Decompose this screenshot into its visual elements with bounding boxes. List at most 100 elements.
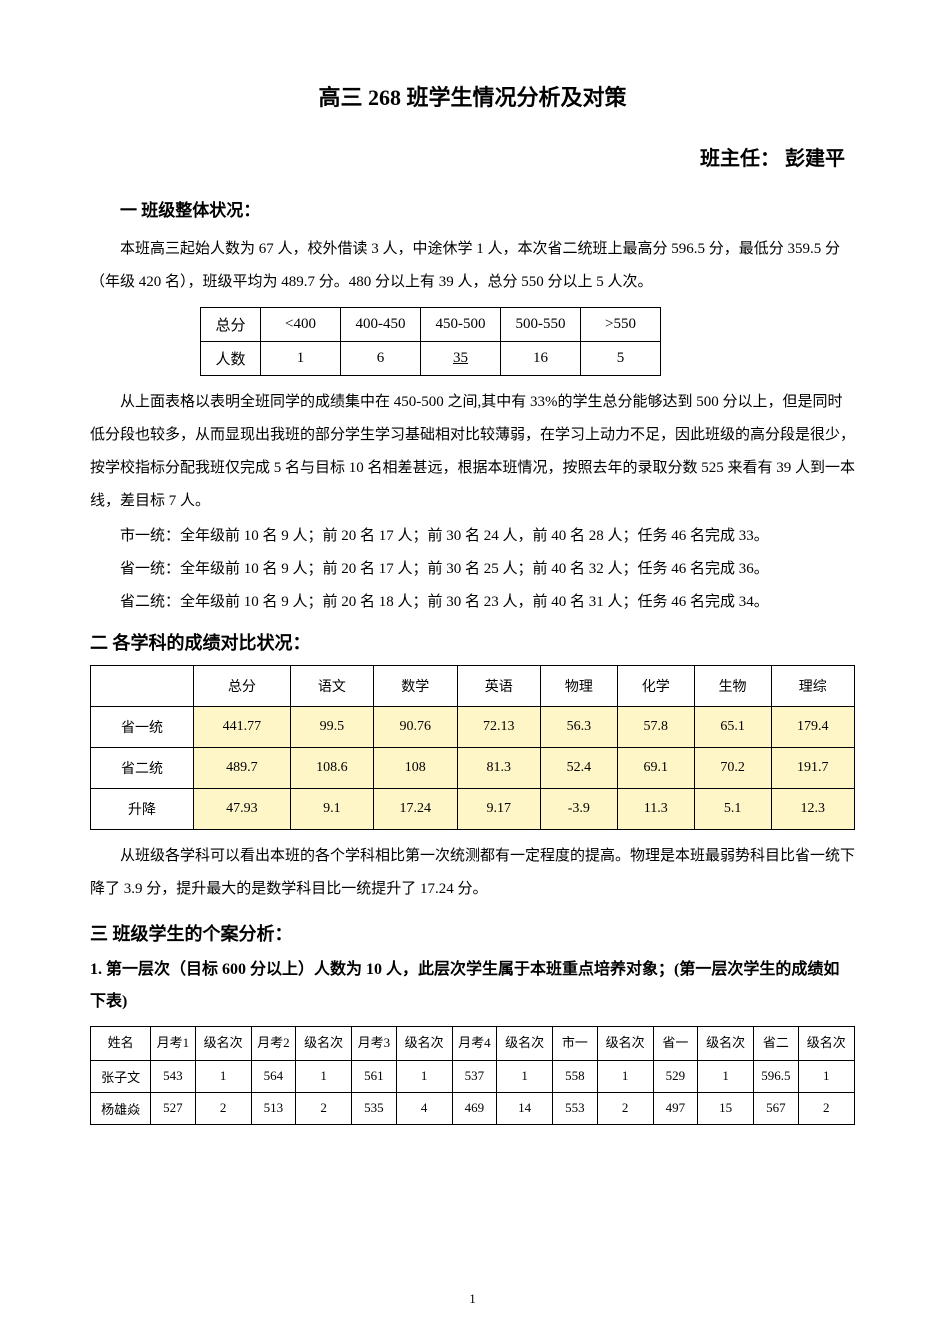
stu-col: 级名次 [597, 1027, 653, 1061]
subj-cell: 11.3 [617, 789, 694, 830]
stu-cell: 529 [653, 1060, 697, 1092]
stu-name: 张子文 [91, 1060, 151, 1092]
subj-cell: 65.1 [694, 707, 771, 748]
stats-prov1: 省一统：全年级前 10 名 9 人；前 20 名 17 人；前 30 名 25 … [120, 553, 855, 586]
stu-cell: 564 [251, 1060, 295, 1092]
student-row: 杨雄焱 527 2 513 2 535 4 469 14 553 2 497 1… [91, 1092, 855, 1124]
stu-col: 级名次 [195, 1027, 251, 1061]
subj-cell: 5.1 [694, 789, 771, 830]
stu-col: 级名次 [698, 1027, 754, 1061]
stu-col: 月考3 [352, 1027, 396, 1061]
section3-sub1-heading: 1. 第一层次（目标 600 分以上）人数为 10 人，此层次学生属于本班重点培… [90, 954, 855, 1018]
stu-cell: 535 [352, 1092, 396, 1124]
subj-cell: 9.1 [290, 789, 373, 830]
stu-col: 月考4 [452, 1027, 496, 1061]
stu-cell: 558 [553, 1060, 597, 1092]
stu-col: 级名次 [798, 1027, 854, 1061]
teacher-byline: 班主任： 彭建平 [90, 142, 855, 171]
stu-cell: 2 [798, 1092, 854, 1124]
dist-range-cell: >550 [581, 308, 661, 342]
stu-col: 省二 [754, 1027, 798, 1061]
dist-row-count: 人数 1 6 35 16 5 [201, 342, 661, 376]
subj-row-diff: 升降 47.93 9.1 17.24 9.17 -3.9 11.3 5.1 12… [91, 789, 855, 830]
subj-cell: 69.1 [617, 748, 694, 789]
subj-cell: 81.3 [457, 748, 540, 789]
subj-col: 生物 [694, 666, 771, 707]
stu-cell: 1 [698, 1060, 754, 1092]
score-distribution-table: 总分 <400 400-450 450-500 500-550 >550 人数 … [200, 307, 661, 376]
document-title: 高三 268 班学生情况分析及对策 [90, 80, 855, 112]
stu-col: 级名次 [396, 1027, 452, 1061]
subj-row-prov2: 省二统 489.7 108.6 108 81.3 52.4 69.1 70.2 … [91, 748, 855, 789]
subj-cell: 9.17 [457, 789, 540, 830]
dist-count-cell: 1 [261, 342, 341, 376]
stu-cell: 567 [754, 1092, 798, 1124]
stu-cell: 2 [195, 1092, 251, 1124]
student-row: 张子文 543 1 564 1 561 1 537 1 558 1 529 1 … [91, 1060, 855, 1092]
stu-cell: 1 [195, 1060, 251, 1092]
stats-city: 市一统：全年级前 10 名 9 人；前 20 名 17 人；前 30 名 24 … [120, 520, 855, 553]
stu-cell: 561 [352, 1060, 396, 1092]
stu-cell: 543 [151, 1060, 195, 1092]
subj-cell: 90.76 [374, 707, 457, 748]
subj-cell: 441.77 [194, 707, 291, 748]
stu-col-name: 姓名 [91, 1027, 151, 1061]
stu-cell: 513 [251, 1092, 295, 1124]
dist-count-cell: 16 [501, 342, 581, 376]
stu-cell: 497 [653, 1092, 697, 1124]
stu-col: 月考1 [151, 1027, 195, 1061]
subj-row-prov1: 省一统 441.77 99.5 90.76 72.13 56.3 57.8 65… [91, 707, 855, 748]
stu-cell: 1 [497, 1060, 553, 1092]
subj-row-label: 省二统 [91, 748, 194, 789]
subj-col: 理综 [771, 666, 855, 707]
stu-name: 杨雄焱 [91, 1092, 151, 1124]
dist-count-cell: 5 [581, 342, 661, 376]
dist-label-count: 人数 [201, 342, 261, 376]
section1-para1: 本班高三起始人数为 67 人，校外借读 3 人，中途休学 1 人，本次省二统班上… [90, 233, 855, 299]
subj-cell: 56.3 [540, 707, 617, 748]
stu-col: 级名次 [497, 1027, 553, 1061]
dist-range-cell: 500-550 [501, 308, 581, 342]
subj-cell: 47.93 [194, 789, 291, 830]
dist-range-cell: 400-450 [341, 308, 421, 342]
section2-para: 从班级各学科可以看出本班的各个学科相比第一次统测都有一定程度的提高。物理是本班最… [90, 840, 855, 906]
dist-count-cell: 6 [341, 342, 421, 376]
subj-row-label: 省一统 [91, 707, 194, 748]
teacher-label: 班主任： [700, 148, 780, 170]
subj-cell: 108 [374, 748, 457, 789]
subj-header-row: 总分 语文 数学 英语 物理 化学 生物 理综 [91, 666, 855, 707]
stu-col: 省一 [653, 1027, 697, 1061]
subj-cell: 12.3 [771, 789, 855, 830]
stu-col: 市一 [553, 1027, 597, 1061]
section1-heading: 一 班级整体状况： [120, 196, 855, 221]
subj-cell: 52.4 [540, 748, 617, 789]
stu-cell: 15 [698, 1092, 754, 1124]
subj-cell: 17.24 [374, 789, 457, 830]
subj-cell: 489.7 [194, 748, 291, 789]
subj-cell: 179.4 [771, 707, 855, 748]
stu-col: 级名次 [296, 1027, 352, 1061]
stu-cell: 1 [597, 1060, 653, 1092]
stu-cell: 1 [798, 1060, 854, 1092]
subj-cell: 191.7 [771, 748, 855, 789]
stu-cell: 537 [452, 1060, 496, 1092]
students-table: 姓名 月考1 级名次 月考2 级名次 月考3 级名次 月考4 级名次 市一 级名… [90, 1026, 855, 1125]
dist-label-total: 总分 [201, 308, 261, 342]
subj-col: 英语 [457, 666, 540, 707]
page-number: 1 [0, 1291, 945, 1307]
dist-range-cell: <400 [261, 308, 341, 342]
subj-col: 物理 [540, 666, 617, 707]
subj-col: 化学 [617, 666, 694, 707]
teacher-name: 彭建平 [785, 148, 845, 170]
stu-col: 月考2 [251, 1027, 295, 1061]
subj-col-blank [91, 666, 194, 707]
subj-col: 数学 [374, 666, 457, 707]
subj-cell: 108.6 [290, 748, 373, 789]
section1-para2: 从上面表格以表明全班同学的成绩集中在 450-500 之间,其中有 33%的学生… [90, 386, 855, 518]
students-header-row: 姓名 月考1 级名次 月考2 级名次 月考3 级名次 月考4 级名次 市一 级名… [91, 1027, 855, 1061]
subj-cell: 57.8 [617, 707, 694, 748]
subj-cell: -3.9 [540, 789, 617, 830]
subj-cell: 99.5 [290, 707, 373, 748]
subjects-comparison-table: 总分 语文 数学 英语 物理 化学 生物 理综 省一统 441.77 99.5 … [90, 665, 855, 830]
dist-range-cell: 450-500 [421, 308, 501, 342]
